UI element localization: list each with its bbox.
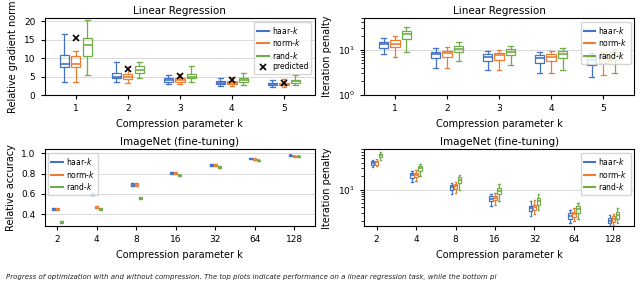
Y-axis label: Iteration penalty: Iteration penalty <box>322 147 332 228</box>
Legend: haar-$k$, norm-$k$, rand-$k$: haar-$k$, norm-$k$, rand-$k$ <box>49 153 99 195</box>
Legend: haar-$k$, norm-$k$, rand-$k$, predicted: haar-$k$, norm-$k$, rand-$k$, predicted <box>254 22 311 74</box>
Text: Progress of optimization with and without compression. The top plots indicate pe: Progress of optimization with and withou… <box>6 273 497 280</box>
Legend: haar-$k$, norm-$k$, rand-$k$: haar-$k$, norm-$k$, rand-$k$ <box>580 22 630 64</box>
Y-axis label: Relative accuracy: Relative accuracy <box>6 144 15 231</box>
X-axis label: Compression parameter k: Compression parameter k <box>116 250 243 260</box>
Title: Linear Regression: Linear Regression <box>133 6 227 15</box>
Legend: haar-$k$, norm-$k$, rand-$k$: haar-$k$, norm-$k$, rand-$k$ <box>580 153 630 195</box>
Y-axis label: Iteration penalty: Iteration penalty <box>322 16 332 97</box>
Title: ImageNet (fine-tuning): ImageNet (fine-tuning) <box>120 137 239 147</box>
X-axis label: Compression parameter k: Compression parameter k <box>436 119 563 129</box>
Title: ImageNet (fine-tuning): ImageNet (fine-tuning) <box>440 137 559 147</box>
Title: Linear Regression: Linear Regression <box>452 6 545 15</box>
Y-axis label: Relative gradient norm: Relative gradient norm <box>8 0 19 113</box>
X-axis label: Compression parameter k: Compression parameter k <box>116 119 243 129</box>
X-axis label: Compression parameter k: Compression parameter k <box>436 250 563 260</box>
